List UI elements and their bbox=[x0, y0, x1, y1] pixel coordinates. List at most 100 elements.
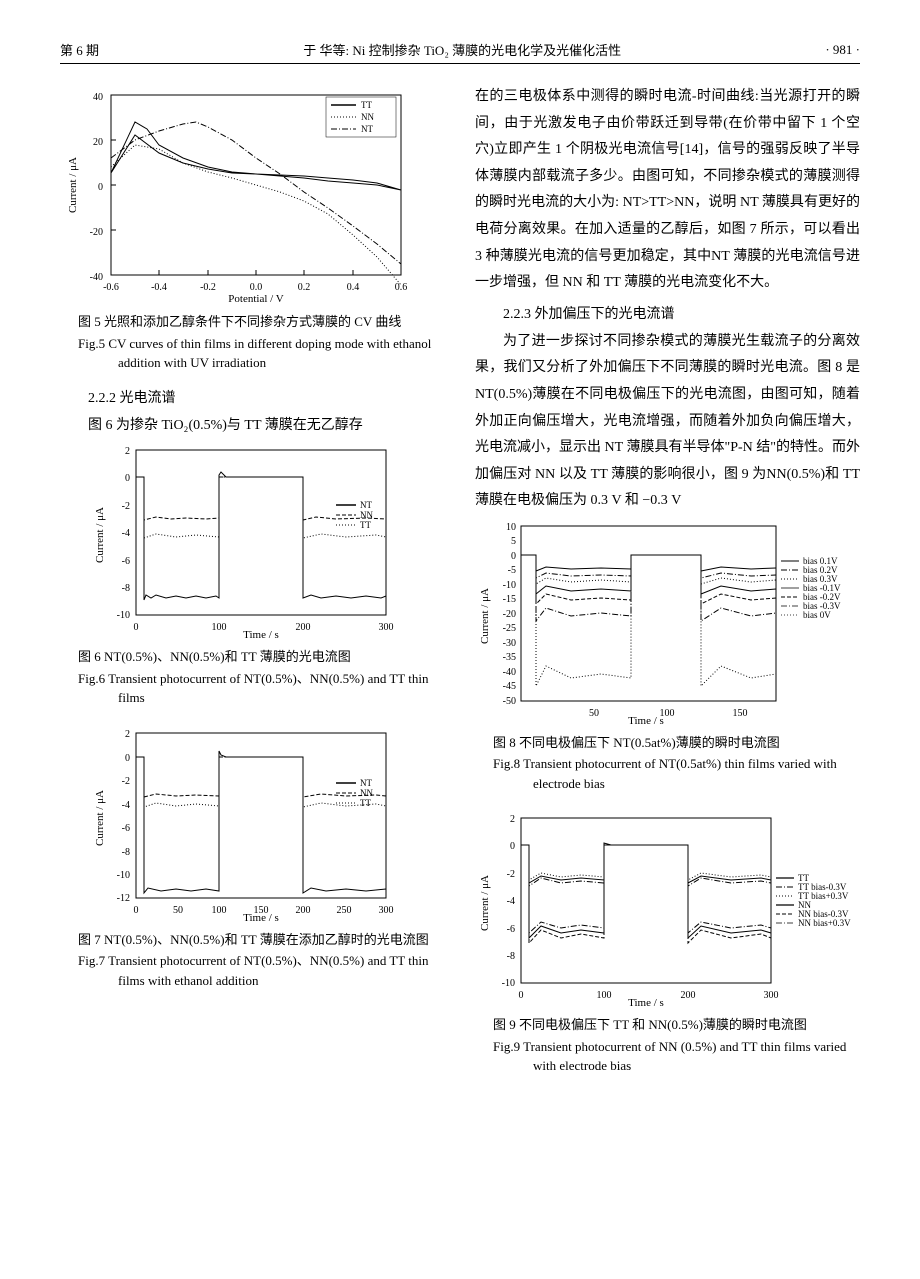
svg-text:NT: NT bbox=[360, 778, 372, 788]
figure-8: 10 5 0 -5 -10 -15 -20 -25 -30 -35 -40 -4… bbox=[475, 515, 860, 794]
svg-text:200: 200 bbox=[681, 990, 696, 1001]
svg-text:Current / μA: Current / μA bbox=[67, 157, 79, 213]
svg-text:NN: NN bbox=[360, 510, 373, 520]
svg-text:-4: -4 bbox=[122, 528, 130, 539]
svg-text:NN bias+0.3V: NN bias+0.3V bbox=[798, 918, 851, 928]
svg-text:200: 200 bbox=[296, 622, 311, 633]
para-222: 图 6 为掺杂 TiO₂(0.5%)与 TT 薄膜在无乙醇存 bbox=[60, 413, 445, 440]
svg-text:-2: -2 bbox=[507, 869, 515, 880]
svg-text:-5: -5 bbox=[508, 565, 516, 576]
fig9-caption-zh: 图 9 不同电极偏压下 TT 和 NN(0.5%)薄膜的瞬时电流图 bbox=[511, 1015, 860, 1035]
svg-text:NT: NT bbox=[360, 500, 372, 510]
svg-text:100: 100 bbox=[597, 990, 612, 1001]
svg-text:Time / s: Time / s bbox=[628, 997, 664, 1008]
svg-text:-25: -25 bbox=[503, 623, 516, 634]
svg-text:-40: -40 bbox=[90, 272, 103, 283]
svg-text:-45: -45 bbox=[503, 681, 516, 692]
fig6-caption-en: Fig.6 Transient photocurrent of NT(0.5%)… bbox=[100, 669, 445, 708]
svg-text:-2: -2 bbox=[122, 501, 130, 512]
svg-text:-0.4: -0.4 bbox=[151, 282, 167, 293]
svg-text:-6: -6 bbox=[122, 556, 130, 567]
right-para-1: 在的三电极体系中测得的瞬时电流-时间曲线:当光源打开的瞬间，由于光激发电子由价带… bbox=[475, 84, 860, 297]
fig6-chart: 2 0 -2 -4 -6 -8 -10 0 100 200 300 bbox=[60, 439, 445, 641]
figure-7: 2 0 -2 -4 -6 -8 -10 -12 0 50 100 bbox=[60, 722, 445, 991]
page-number: · 981 · bbox=[825, 42, 860, 58]
fig7-chart: 2 0 -2 -4 -6 -8 -10 -12 0 50 100 bbox=[60, 722, 445, 924]
svg-text:Current / μA: Current / μA bbox=[479, 588, 491, 644]
svg-text:-40: -40 bbox=[503, 667, 516, 678]
svg-text:Current / μA: Current / μA bbox=[94, 790, 106, 846]
figure-5: 40 20 0 -20 -40 bbox=[60, 84, 445, 373]
svg-text:0: 0 bbox=[519, 990, 524, 1001]
svg-text:TT: TT bbox=[361, 100, 372, 110]
svg-text:-8: -8 bbox=[122, 847, 130, 858]
svg-text:0.4: 0.4 bbox=[347, 282, 360, 293]
figure-6: 2 0 -2 -4 -6 -8 -10 0 100 200 300 bbox=[60, 439, 445, 708]
svg-text:2: 2 bbox=[125, 446, 130, 457]
svg-text:-20: -20 bbox=[90, 227, 103, 238]
svg-text:150: 150 bbox=[733, 708, 748, 719]
svg-text:-6: -6 bbox=[507, 924, 515, 935]
figure-9: 2 0 -2 -4 -6 -8 -10 0 100 200 300 bbox=[475, 807, 860, 1076]
svg-text:5: 5 bbox=[511, 536, 516, 547]
header-title: 于 华等: Ni 控制掺杂 TiO₂ 薄膜的光电化学及光催化活性 bbox=[99, 40, 825, 59]
fig7-caption-zh: 图 7 NT(0.5%)、NN(0.5%)和 TT 薄膜在添加乙醇时的光电流图 bbox=[96, 930, 445, 950]
svg-text:-50: -50 bbox=[503, 696, 516, 707]
svg-text:-10: -10 bbox=[502, 978, 515, 989]
svg-text:Current / μA: Current / μA bbox=[479, 875, 491, 931]
svg-text:0.0: 0.0 bbox=[250, 282, 263, 293]
svg-text:Time / s: Time / s bbox=[243, 912, 279, 923]
fig5-chart: 40 20 0 -20 -40 bbox=[60, 84, 445, 306]
svg-text:-35: -35 bbox=[503, 652, 516, 663]
fig8-caption-en: Fig.8 Transient photocurrent of NT(0.5at… bbox=[515, 754, 860, 793]
fig7-caption-en: Fig.7 Transient photocurrent of NT(0.5%)… bbox=[100, 951, 445, 990]
svg-text:10: 10 bbox=[506, 522, 516, 533]
svg-text:Current / μA: Current / μA bbox=[94, 507, 106, 563]
svg-text:-12: -12 bbox=[117, 893, 130, 904]
svg-text:0: 0 bbox=[510, 841, 515, 852]
two-column-content: 40 20 0 -20 -40 bbox=[60, 84, 860, 1090]
svg-text:-20: -20 bbox=[503, 609, 516, 620]
svg-text:250: 250 bbox=[337, 905, 352, 916]
svg-text:-0.6: -0.6 bbox=[103, 282, 119, 293]
right-para-2: 为了进一步探讨不同掺杂模式的薄膜光生载流子的分离效果，我们又分析了外加偏压下不同… bbox=[475, 329, 860, 515]
svg-text:100: 100 bbox=[212, 905, 227, 916]
svg-text:200: 200 bbox=[296, 905, 311, 916]
svg-text:2: 2 bbox=[125, 729, 130, 740]
fig9-caption-en: Fig.9 Transient photocurrent of NN (0.5%… bbox=[515, 1037, 860, 1076]
fig5-caption-zh: 图 5 光照和添加乙醇条件下不同掺杂方式薄膜的 CV 曲线 bbox=[96, 312, 445, 332]
svg-text:300: 300 bbox=[379, 905, 394, 916]
svg-text:TT: TT bbox=[360, 520, 371, 530]
svg-text:-0.2: -0.2 bbox=[200, 282, 216, 293]
svg-text:50: 50 bbox=[173, 905, 183, 916]
issue-number: 第 6 期 bbox=[60, 40, 99, 59]
svg-text:-10: -10 bbox=[117, 610, 130, 621]
svg-text:-8: -8 bbox=[122, 583, 130, 594]
svg-text:-10: -10 bbox=[503, 580, 516, 591]
svg-text:-10: -10 bbox=[117, 870, 130, 881]
svg-text:Time / s: Time / s bbox=[628, 715, 664, 726]
svg-text:2: 2 bbox=[510, 814, 515, 825]
svg-text:100: 100 bbox=[212, 622, 227, 633]
svg-text:0: 0 bbox=[125, 473, 130, 484]
svg-text:Potential / V: Potential / V bbox=[228, 293, 283, 305]
svg-text:40: 40 bbox=[93, 92, 103, 103]
svg-text:0: 0 bbox=[134, 622, 139, 633]
svg-text:0: 0 bbox=[511, 551, 516, 562]
svg-text:0: 0 bbox=[98, 182, 103, 193]
svg-text:-30: -30 bbox=[503, 638, 516, 649]
svg-text:-4: -4 bbox=[122, 800, 130, 811]
section-223-head: 2.2.3 外加偏压下的光电流谱 bbox=[475, 303, 860, 323]
section-222-head: 2.2.2 光电流谱 bbox=[60, 387, 445, 407]
svg-text:NT: NT bbox=[361, 124, 373, 134]
fig6-caption-zh: 图 6 NT(0.5%)、NN(0.5%)和 TT 薄膜的光电流图 bbox=[96, 647, 445, 667]
page-header: 第 6 期 于 华等: Ni 控制掺杂 TiO₂ 薄膜的光电化学及光催化活性 ·… bbox=[60, 40, 860, 64]
svg-text:0.6: 0.6 bbox=[395, 282, 408, 293]
fig5-caption-en: Fig.5 CV curves of thin films in differe… bbox=[100, 334, 445, 373]
svg-text:-2: -2 bbox=[122, 776, 130, 787]
svg-text:Time / s: Time / s bbox=[243, 629, 279, 640]
svg-text:300: 300 bbox=[764, 990, 779, 1001]
fig8-chart: 10 5 0 -5 -10 -15 -20 -25 -30 -35 -40 -4… bbox=[475, 515, 860, 727]
right-column: 在的三电极体系中测得的瞬时电流-时间曲线:当光源打开的瞬间，由于光激发电子由价带… bbox=[475, 84, 860, 1090]
fig9-chart: 2 0 -2 -4 -6 -8 -10 0 100 200 300 bbox=[475, 807, 860, 1009]
